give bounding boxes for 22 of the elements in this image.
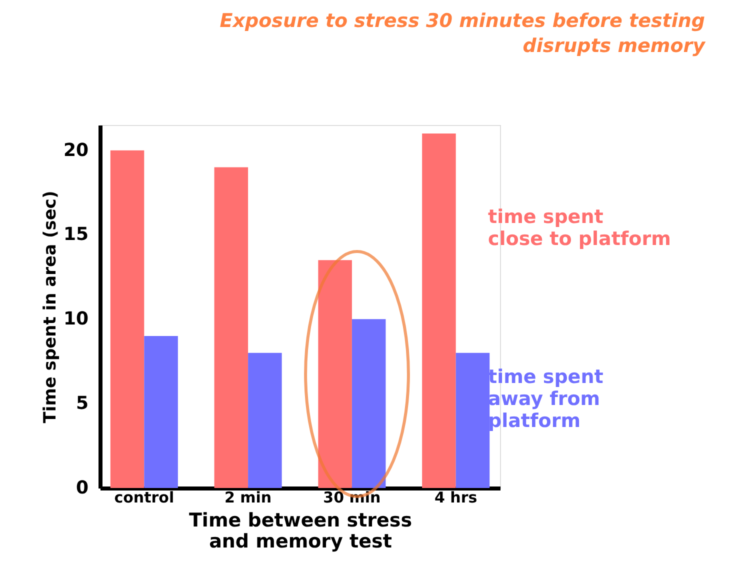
bar — [248, 352, 282, 488]
y-axis-title: Time spent in area (sec) — [40, 190, 60, 424]
text: Exposure to stress 30 minutes before testing — [220, 10, 705, 32]
bar — [352, 319, 386, 488]
series-label: time spent close to platform — [488, 206, 671, 250]
bar — [318, 260, 352, 488]
y-tick-label: 15 — [63, 224, 88, 246]
x-tick-label: 4 hrs — [434, 488, 478, 506]
y-tick-label: 10 — [63, 308, 88, 330]
text: disrupts memory — [522, 35, 705, 57]
y-tick-label: 5 — [76, 393, 88, 414]
bar — [456, 352, 490, 488]
x-tick-label: 2 min — [224, 488, 272, 506]
series-label: time spent away from platform — [488, 366, 604, 432]
bar — [110, 150, 144, 488]
y-tick-label: 20 — [63, 140, 88, 161]
y-tick-label: 0 — [76, 478, 88, 498]
x-tick-label: control — [114, 488, 174, 506]
bar — [214, 167, 248, 488]
bar — [144, 336, 178, 488]
bar — [422, 133, 456, 488]
x-axis-title: Time between stress and memory test — [188, 510, 412, 552]
